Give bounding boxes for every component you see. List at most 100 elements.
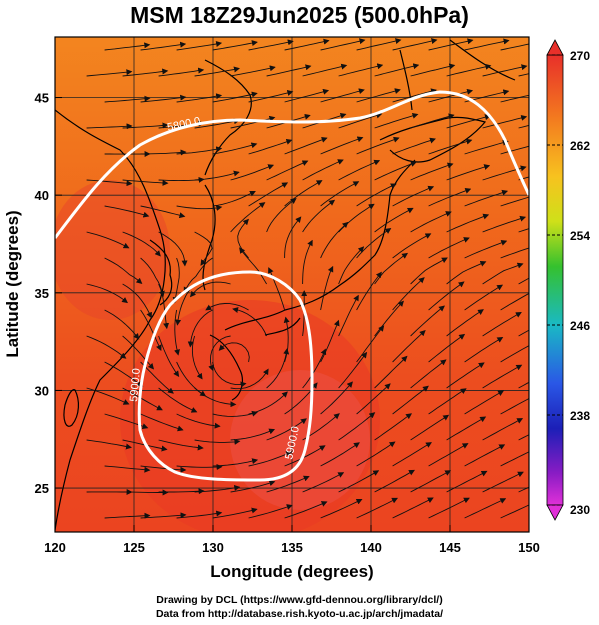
streamline-arrow — [194, 118, 240, 129]
streamline-arrow — [230, 115, 276, 129]
streamline-arrow — [500, 247, 529, 259]
streamline-arrow — [518, 124, 529, 129]
streamline-arrow — [104, 205, 150, 218]
streamline-arrow — [183, 257, 213, 294]
streamline-arrow — [172, 257, 180, 304]
warm-core — [230, 370, 370, 510]
streamline-arrow — [338, 203, 375, 233]
streamline-arrow — [338, 470, 380, 493]
streamline-arrow — [446, 63, 492, 77]
streamline-arrow — [266, 348, 290, 389]
streamline-arrow — [500, 451, 529, 467]
streamline-arrow — [86, 69, 133, 77]
warm-patch-west — [55, 180, 170, 320]
streamline-arrow — [464, 498, 507, 519]
streamline-arrow — [392, 185, 435, 207]
streamline-arrow — [176, 204, 223, 211]
streamline-arrow — [374, 413, 413, 441]
streamline-arrow — [338, 112, 383, 129]
streamline-arrow — [428, 138, 473, 155]
streamline-arrow — [410, 211, 452, 233]
streamline-arrow — [283, 316, 290, 363]
streamline-arrow — [266, 160, 309, 181]
streamline-arrow — [176, 93, 223, 103]
streamline-arrow — [338, 63, 384, 77]
streamline-arrow — [428, 333, 466, 363]
streamline-arrow — [356, 497, 398, 519]
streamline-arrow — [284, 136, 328, 155]
streamline-arrow — [356, 383, 391, 415]
streamline-arrow — [248, 90, 294, 103]
streamline-arrow — [86, 335, 127, 359]
streamline-arrow — [158, 283, 170, 330]
taiwan-coast — [63, 389, 79, 427]
streamline-arrow — [464, 139, 509, 155]
streamline-arrow — [218, 342, 250, 363]
streamline-arrow — [428, 237, 470, 259]
streamline-arrow — [86, 439, 132, 450]
streamline-arrow — [302, 348, 327, 389]
streamlines — [86, 38, 529, 519]
streamline-arrow — [482, 64, 528, 77]
streamline-arrow — [176, 146, 223, 155]
sakhalin-coast — [399, 49, 413, 111]
streamline-arrow — [268, 267, 286, 311]
streamline-arrow — [500, 43, 529, 51]
streamline-arrow — [266, 198, 297, 233]
streamline-arrow — [428, 38, 474, 51]
streamline-arrow — [140, 41, 187, 51]
streamline-arrow — [482, 364, 523, 389]
streamline-arrow — [302, 159, 344, 181]
streamline-arrow — [140, 413, 184, 432]
streamline-arrow — [320, 38, 366, 51]
streamline-arrow — [248, 182, 289, 207]
streamline-arrow — [338, 351, 368, 389]
contour-label-5900-west: 5900.0 — [128, 368, 143, 403]
y-axis: 25 30 35 40 45 — [35, 91, 62, 496]
streamline-arrow — [428, 88, 474, 103]
streamline-arrow — [194, 387, 237, 408]
streamline-arrow — [104, 42, 151, 51]
streamline-arrow — [374, 63, 420, 77]
x-tick-label: 135 — [281, 540, 303, 555]
streamline-arrow — [392, 88, 437, 103]
streamline-arrow — [239, 247, 267, 285]
streamline-arrow — [187, 309, 213, 348]
streamline-arrow — [392, 137, 436, 155]
streamline-arrow — [176, 413, 221, 429]
streamline-arrow — [86, 179, 133, 187]
y-tick-label: 30 — [35, 383, 49, 398]
streamline-arrow — [500, 398, 529, 415]
streamline-arrow — [374, 469, 415, 493]
streamline-arrow — [158, 439, 204, 451]
streamline-arrow — [500, 94, 529, 103]
streamline-arrow — [320, 221, 349, 259]
streamline-arrow — [266, 418, 307, 441]
streamline-arrow — [482, 262, 524, 285]
streamline-arrow — [212, 458, 259, 467]
streamline-arrow — [428, 281, 465, 311]
streamline-arrow — [140, 512, 187, 519]
streamline-arrow — [284, 88, 330, 103]
streamline-arrow — [302, 199, 336, 233]
contour-5900 — [137, 270, 314, 482]
streamline-arrow — [320, 319, 340, 363]
x-tick-label: 150 — [518, 540, 540, 555]
streamline-arrow — [410, 113, 455, 129]
streamline-arrow — [212, 410, 258, 417]
streamline-arrow — [356, 38, 402, 51]
credit-data: Data from http://database.rish.kyoto-u.a… — [155, 608, 444, 620]
map-title: MSM 18Z29Jun2025 (500.0hPa) — [130, 2, 469, 28]
streamline-arrow — [122, 68, 169, 77]
streamline-arrow — [320, 265, 334, 311]
japan-honshu-coast — [224, 159, 416, 331]
streamline-arrow — [392, 497, 434, 519]
shikoku-coast — [264, 317, 301, 336]
y-axis-label: Latitude (degrees) — [3, 210, 22, 357]
streamline-arrow — [158, 488, 205, 495]
streamline-arrow — [248, 451, 293, 467]
streamline-arrow — [104, 309, 140, 340]
streamline-arrow — [392, 38, 438, 51]
colorbar-top-arrow — [546, 39, 564, 56]
streamline-arrow — [248, 138, 293, 155]
